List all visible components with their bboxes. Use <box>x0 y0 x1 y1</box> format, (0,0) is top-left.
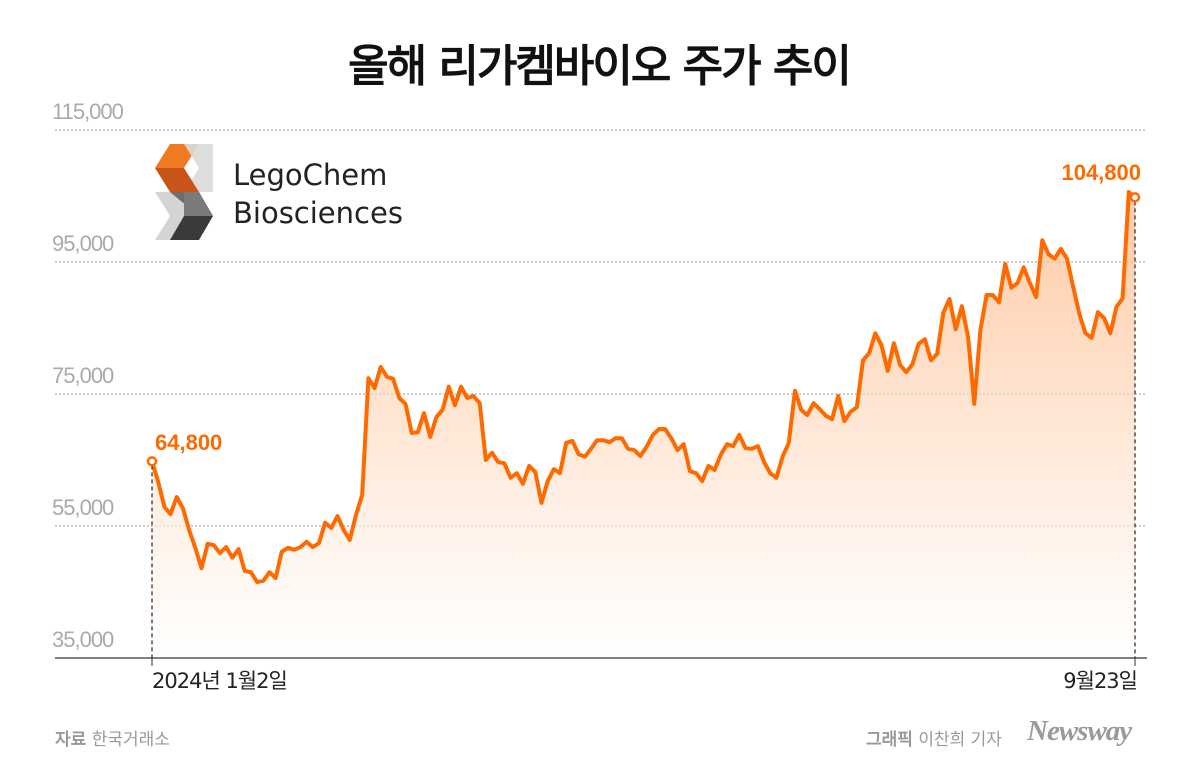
y-tick-label: 95,000 <box>52 231 114 256</box>
source: 한국거래소 <box>91 730 170 750</box>
logo-text-line2: Biosciences <box>233 196 403 230</box>
credit: 그래픽 이찬희 기자 <box>866 725 1002 750</box>
x-tick-label-end: 9월23일 <box>1063 669 1137 693</box>
y-tick-label: 115,000 <box>52 99 124 124</box>
y-tick-label: 55,000 <box>52 495 114 520</box>
end-value-label: 104,800 <box>1061 160 1141 185</box>
x-tick-label-start: 2024년 1월2일 <box>152 669 287 693</box>
y-tick-label: 75,000 <box>52 363 114 388</box>
graphic-label: 그래픽 <box>866 730 913 750</box>
legochem-logo-icon <box>155 144 213 240</box>
chart-title: 올해 리가켐바이오 주가 추이 <box>348 41 852 92</box>
newsway-logo: Newsway <box>1027 715 1132 747</box>
price-area <box>152 192 1135 658</box>
start-value-label: 64,800 <box>155 430 222 455</box>
author: 이찬희 기자 <box>918 730 1002 750</box>
logo-text-line1: LegoChem <box>233 158 388 192</box>
start-marker <box>146 456 158 467</box>
source-note: 자료 한국거래소 <box>55 725 170 750</box>
price-line <box>150 190 1137 585</box>
source-label: 자료 <box>55 730 87 750</box>
end-marker <box>1129 192 1141 203</box>
y-tick-label: 35,000 <box>52 627 114 652</box>
